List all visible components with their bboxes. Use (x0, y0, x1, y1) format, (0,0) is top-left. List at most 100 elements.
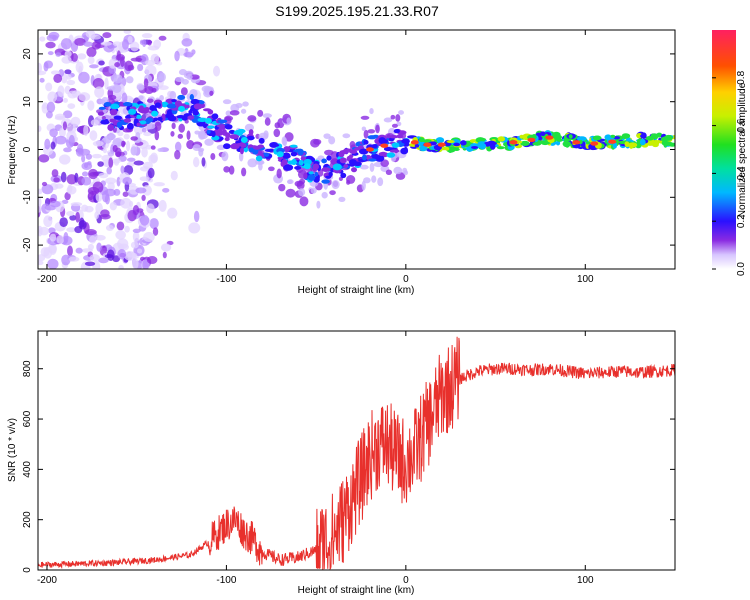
spectrogram-ridge-cell (389, 149, 400, 153)
spectrogram-noise-cell (375, 124, 380, 134)
spectrogram-noise-cell (50, 70, 61, 75)
spectrogram-noise-cell (174, 50, 180, 62)
spectrogram-ridge-cell (160, 101, 169, 108)
spectrogram-noise-cell (38, 254, 46, 262)
spectrogram-ridge-cell (646, 141, 654, 146)
spectrogram-noise-cell (38, 225, 43, 237)
spectrogram-noise-cell (48, 243, 57, 254)
spectrogram-noise-cell (143, 78, 149, 88)
spectrogram-noise-cell (257, 160, 265, 165)
spectrogram-peak-cell (178, 105, 186, 112)
spectrogram-noise-cell (242, 101, 249, 107)
snr-series-line (38, 336, 675, 570)
spectrogram-ridge-cell (361, 154, 367, 161)
spectrogram-noise-cell (186, 139, 195, 150)
spectrogram-noise-cell (403, 170, 409, 176)
spectrogram-ridge-cell (217, 119, 228, 124)
spectrogram-noise-cell (213, 65, 221, 77)
spectrogram-noise-cell (60, 171, 67, 183)
spectrogram-noise-cell (149, 218, 159, 229)
spectrogram-noise-cell (104, 188, 116, 197)
spectrogram-ridge-cell (343, 164, 349, 169)
spectrogram-ridge-cell (239, 147, 244, 155)
spectrogram-noise-cell (159, 95, 164, 101)
spectrogram-ridge-cell (289, 144, 298, 148)
spectrogram-noise-cell (194, 130, 200, 135)
spectrogram-peak-cell (509, 140, 518, 145)
spectrogram-noise-cell (94, 234, 106, 241)
spectrogram-noise-cell (102, 148, 107, 154)
spectrogram-noise-cell (49, 128, 58, 138)
spectrogram-peak-cell (608, 139, 617, 144)
spectrogram-noise-cell (204, 138, 214, 146)
spectrogram-noise-cell (210, 152, 216, 161)
spectrogram-noise-cell (62, 97, 68, 103)
spectrogram-noise-cell (41, 184, 54, 195)
spectrogram-ridge-cell (109, 109, 118, 116)
spectrogram-ridge-cell (419, 145, 428, 152)
spectrogram-noise-cell (39, 36, 46, 42)
spectrogram-noise-cell (47, 51, 54, 56)
spectrogram-noise-cell (98, 257, 109, 264)
spectrogram-noise-cell (60, 38, 72, 50)
spectrogram-noise-cell (84, 261, 96, 266)
spectrogram-ridge-cell (166, 103, 177, 109)
spectrogram-noise-cell (328, 136, 336, 145)
spectrogram-noise-cell (54, 135, 67, 145)
spectrogram-noise-cell (130, 57, 143, 62)
spectrogram-ridge-cell (338, 151, 345, 158)
spectrogram-ridge-cell (660, 136, 669, 142)
spectrogram-ridge-cell (370, 144, 378, 149)
x-tick-label: -100 (216, 575, 236, 586)
spectrogram-noise-cell (112, 41, 122, 47)
spectrogram-noise-cell (51, 169, 59, 178)
spectrogram-noise-cell (87, 243, 95, 250)
spectrogram-noise-cell (222, 99, 232, 105)
spectrogram-ridge-cell (139, 120, 147, 125)
spectrogram-noise-cell (54, 115, 66, 121)
spectrogram-noise-cell (349, 140, 356, 149)
spectrogram-noise-cell (180, 87, 188, 96)
x-tick-label: -100 (216, 274, 236, 285)
spectrogram-noise-cell (136, 208, 144, 213)
spectrogram-noise-cell (90, 35, 102, 40)
spectrogram-noise-cell (158, 85, 169, 91)
spectrogram-noise-cell (45, 82, 53, 92)
spectrogram-noise-cell (154, 130, 160, 141)
spectrogram-noise-cell (53, 177, 60, 183)
spectrogram-noise-cell (50, 141, 56, 150)
colorbar-tick-label: 0.0 (736, 262, 747, 276)
spectrogram-ridge-cell (270, 143, 280, 147)
spectrogram-ridge-cell (330, 158, 340, 166)
spectrogram-noise-cell (89, 130, 98, 141)
spectrogram-noise-cell (97, 161, 104, 167)
spectrogram-noise-cell (41, 181, 48, 187)
y-tick-label: 600 (22, 410, 33, 427)
spectrogram-noise-cell (79, 148, 91, 156)
spectrogram-noise-cell (38, 125, 42, 132)
spectrogram-ridge-cell (255, 155, 263, 162)
x-tick-label: -200 (37, 274, 57, 285)
spectrogram-noise-cell (174, 150, 181, 160)
spectrogram-noise-cell (130, 146, 138, 156)
spectrogram-noise-cell (361, 126, 367, 132)
spectrogram-noise-cell (147, 39, 152, 46)
spectrogram-noise-cell (55, 52, 62, 57)
spectrogram-ridge-cell (123, 118, 132, 123)
spectrogram-noise-cell (38, 62, 43, 74)
spectrogram-noise-cell (157, 147, 164, 152)
spectrogram-noise-cell (64, 191, 71, 201)
spectrogram-ridge-cell (240, 142, 247, 148)
spectrogram-ridge-cell (98, 106, 106, 110)
spectrogram-y-ticks: -20 -10 0 10 20 (22, 48, 675, 252)
spectrogram-ridge-cell (325, 175, 332, 179)
spectrogram-noise-cell (105, 177, 117, 185)
spectrogram-ridge-cell (97, 111, 105, 116)
snr-y-label: SNR (10 * v/v) (7, 418, 18, 482)
spectrogram-noise-cell (132, 258, 139, 269)
spectrogram-ridge-cell (297, 148, 304, 156)
spectrogram-ridge-cell (229, 134, 240, 140)
spectrogram-ridge-cell (436, 139, 445, 143)
spectrogram-ridge-cell (476, 137, 487, 142)
spectrogram-noise-cell (47, 91, 58, 103)
